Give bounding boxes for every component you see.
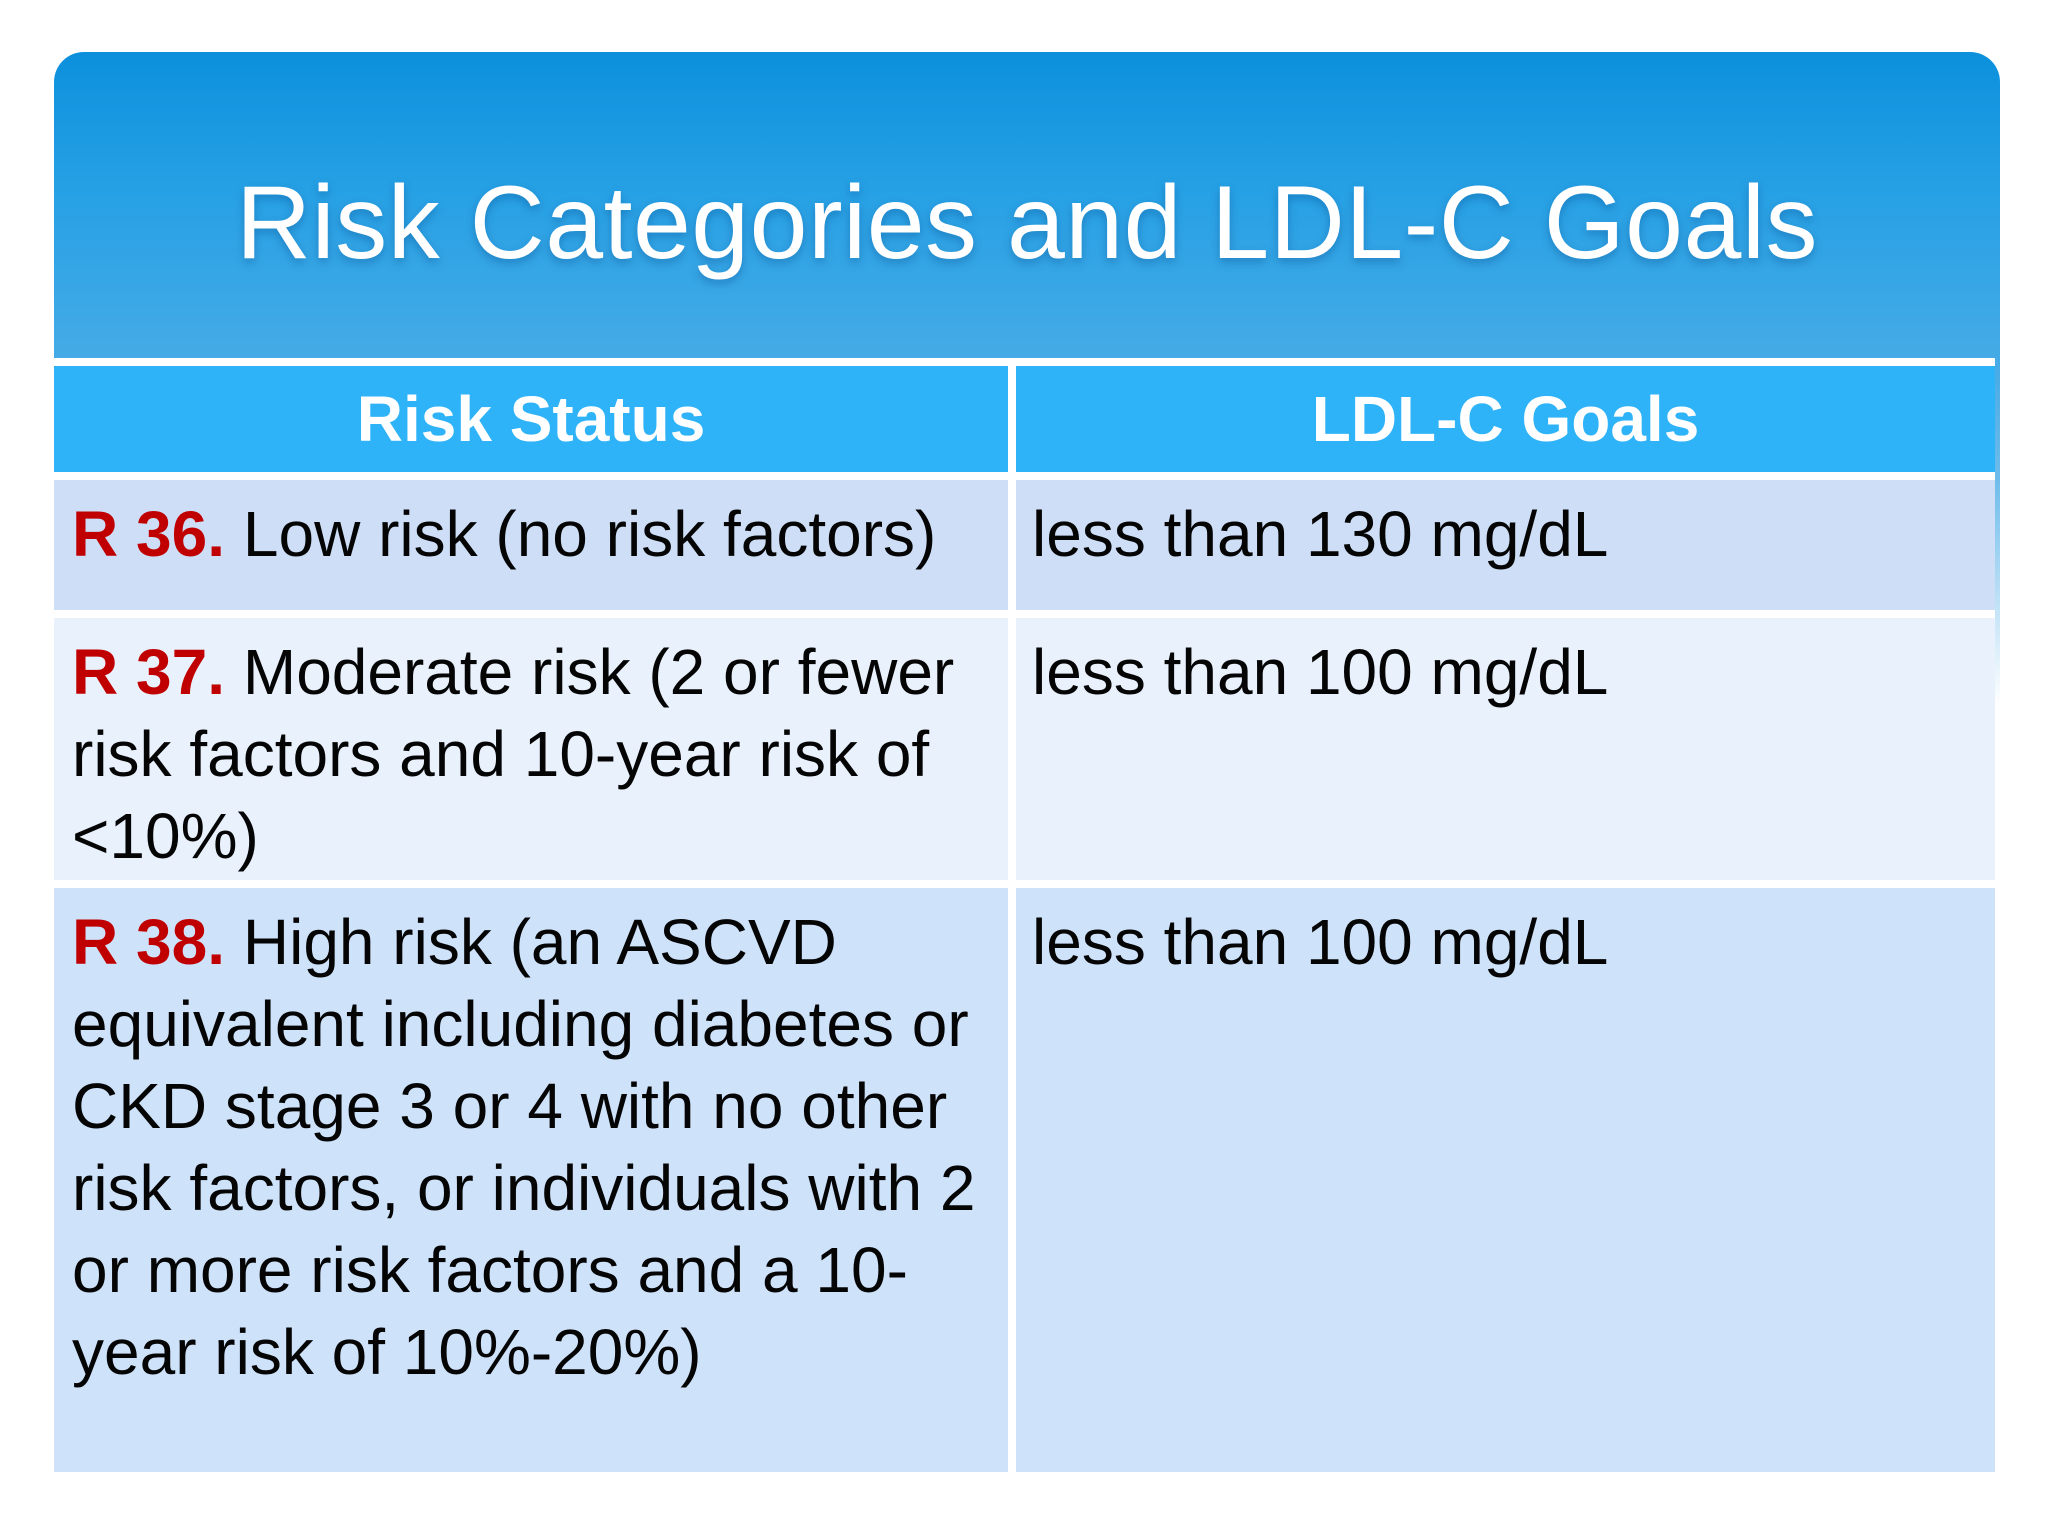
column-header-ldl-c-goals: LDL-C Goals (1016, 366, 1995, 472)
slide-title-area: Risk Categories and LDL-C Goals (54, 52, 2000, 358)
row-3-risk-text: High risk (an ASCVD equivalent including… (72, 906, 976, 1388)
row-2-code: R 37. (72, 636, 225, 708)
table-row-2-risk-status: R 37. Moderate risk (2 or fewer risk fact… (54, 618, 1008, 880)
column-header-risk-status: Risk Status (54, 366, 1008, 472)
table-row-3-ldl-goal: less than 100 mg/dL (1016, 888, 1995, 1472)
slide: Risk Categories and LDL-C Goals Risk Sta… (54, 52, 2000, 1472)
table-row-3-risk-status: R 38. High risk (an ASCVD equivalent incl… (54, 888, 1008, 1472)
row-3-code: R 38. (72, 906, 225, 978)
risk-table: Risk Status LDL-C Goals R 36. Low risk (n… (54, 358, 1995, 1472)
row-1-code: R 36. (72, 498, 225, 570)
row-2-risk-text: Moderate risk (2 or fewer risk factors a… (72, 636, 955, 872)
row-1-risk-text: Low risk (no risk factors) (242, 498, 937, 570)
table-row-2-ldl-goal: less than 100 mg/dL (1016, 618, 1995, 880)
slide-title: Risk Categories and LDL-C Goals (236, 164, 1818, 281)
table-row-1-risk-status: R 36. Low risk (no risk factors) (54, 480, 1008, 610)
table-row-1-ldl-goal: less than 130 mg/dL (1016, 480, 1995, 610)
